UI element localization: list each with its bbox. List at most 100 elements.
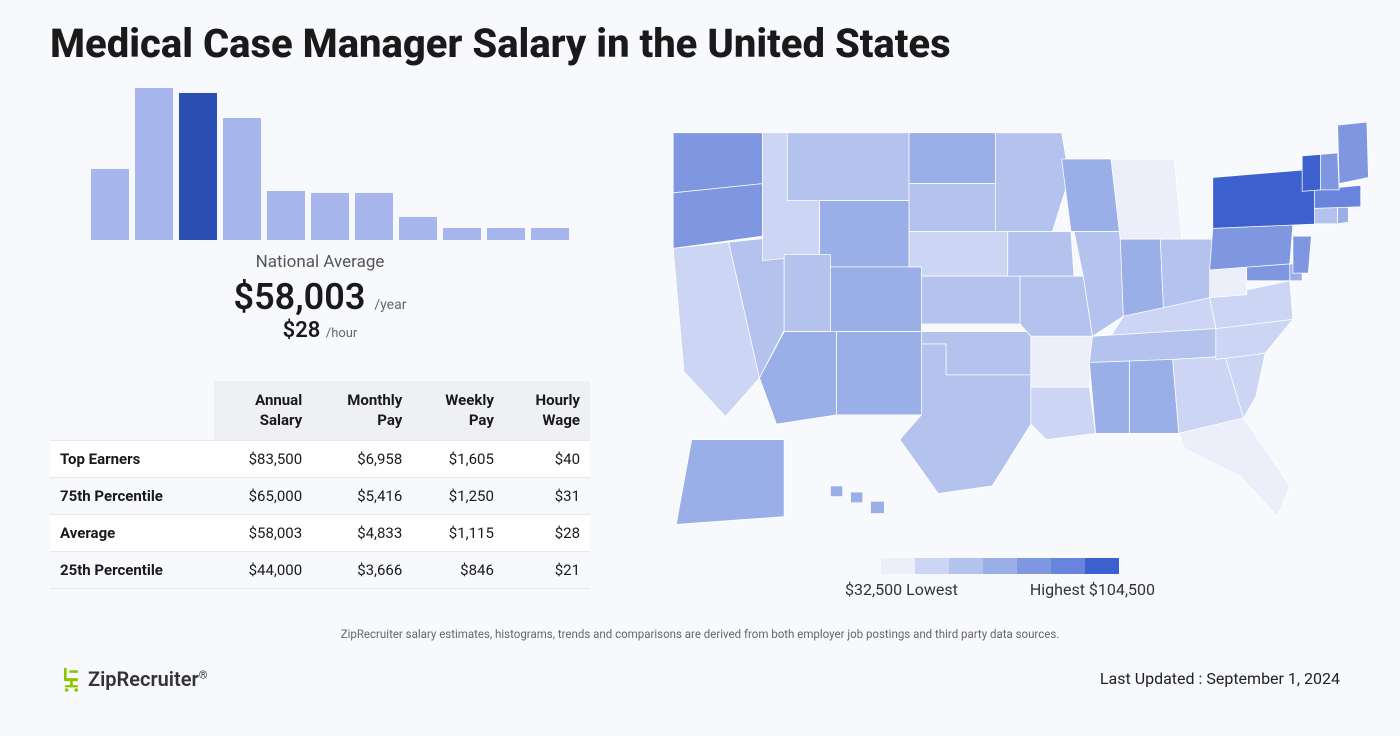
table-row: 25th Percentile$44,000$3,666$846$21 <box>50 551 590 588</box>
table-cell: $846 <box>412 551 504 588</box>
state-pa <box>1210 224 1293 270</box>
state-ms <box>1089 361 1129 433</box>
legend-swatch <box>1085 558 1119 574</box>
state-mt <box>787 133 909 201</box>
table-header <box>50 381 214 440</box>
legend-swatch <box>881 558 915 574</box>
disclaimer-text: ZipRecruiter salary estimates, histogram… <box>50 627 1350 641</box>
state-oh <box>1160 239 1212 308</box>
table-cell: $58,003 <box>214 514 312 551</box>
table-row: Average$58,003$4,833$1,115$28 <box>50 514 590 551</box>
table-cell: 25th Percentile <box>50 551 214 588</box>
state-nm <box>837 332 922 415</box>
state-mi <box>1111 159 1182 239</box>
state-ri <box>1338 207 1349 224</box>
state-me <box>1338 122 1369 184</box>
state-ks <box>921 276 1020 324</box>
last-updated: Last Updated : September 1, 2024 <box>1100 669 1340 688</box>
state-ar <box>1031 336 1093 387</box>
table-header: MonthlyPay <box>312 381 412 440</box>
footer: ZipRecruiter® Last Updated : September 1… <box>50 665 1350 693</box>
state-hi <box>830 486 884 514</box>
histogram-bar <box>135 88 173 240</box>
legend-swatch <box>1017 558 1051 574</box>
table-cell: Average <box>50 514 214 551</box>
table-cell: Top Earners <box>50 440 214 477</box>
table-cell: $1,605 <box>412 440 504 477</box>
salary-histogram <box>50 85 590 240</box>
table-cell: $3,666 <box>312 551 412 588</box>
brand-name: ZipRecruiter <box>88 667 199 691</box>
national-average-block: National Average $58,003 /year $28 /hour <box>50 252 590 343</box>
histogram-bar <box>179 93 217 240</box>
yearly-unit: /year <box>374 297 406 313</box>
table-cell: $4,833 <box>312 514 412 551</box>
main-content: National Average $58,003 /year $28 /hour… <box>50 85 1350 599</box>
state-nh <box>1321 153 1340 190</box>
table-cell: $5,416 <box>312 477 412 514</box>
brand-logo: ZipRecruiter® <box>60 665 207 693</box>
histogram-bar <box>355 193 393 240</box>
page-title: Medical Case Manager Salary in the Unite… <box>50 20 1350 67</box>
left-column: National Average $58,003 /year $28 /hour… <box>50 85 590 599</box>
table-cell: $1,115 <box>412 514 504 551</box>
state-nj <box>1293 236 1312 273</box>
table-cell: $6,958 <box>312 440 412 477</box>
state-ct <box>1315 207 1338 224</box>
table-cell: $1,250 <box>412 477 504 514</box>
legend-low: $32,500 Lowest <box>845 580 958 599</box>
map-legend: $32,500 Lowest Highest $104,500 <box>630 558 1370 599</box>
histogram-bar <box>487 228 525 240</box>
state-wy <box>820 201 909 267</box>
table-cell: $44,000 <box>214 551 312 588</box>
histogram-bar <box>399 217 437 240</box>
legend-swatch <box>983 558 1017 574</box>
legend-swatch <box>1051 558 1085 574</box>
table-cell: $31 <box>504 477 590 514</box>
legend-swatch <box>949 558 983 574</box>
us-map: $32,500 Lowest Highest $104,500 <box>630 85 1370 599</box>
histogram-bar <box>267 191 305 240</box>
table-cell: $21 <box>504 551 590 588</box>
table-row: Top Earners$83,500$6,958$1,605$40 <box>50 440 590 477</box>
table-header: AnnualSalary <box>214 381 312 440</box>
state-ak <box>676 440 784 525</box>
state-wv <box>1210 267 1247 298</box>
yearly-value: $58,003 <box>234 276 366 318</box>
table-cell: $40 <box>504 440 590 477</box>
state-ne <box>909 231 1008 276</box>
right-column: $32,500 Lowest Highest $104,500 <box>630 85 1370 599</box>
state-wi <box>1062 159 1121 231</box>
state-al <box>1130 359 1179 433</box>
national-average-hourly: $28 /hour <box>50 318 590 343</box>
state-ut <box>784 255 830 332</box>
legend-high: Highest $104,500 <box>1030 580 1155 599</box>
state-fl <box>1179 418 1290 517</box>
histogram-bar <box>223 118 261 240</box>
state-mo <box>1020 276 1092 336</box>
histogram-bar <box>531 228 569 240</box>
histogram-bar <box>91 169 129 240</box>
state-ia <box>1008 231 1074 276</box>
state-nd <box>909 133 995 184</box>
chair-icon <box>60 665 82 693</box>
table-cell: $28 <box>504 514 590 551</box>
state-in <box>1120 239 1163 316</box>
state-la <box>1031 387 1096 439</box>
state-or <box>673 184 762 249</box>
state-co <box>830 267 921 332</box>
legend-swatch <box>915 558 949 574</box>
histogram-bar <box>443 228 481 240</box>
salary-table: AnnualSalaryMonthlyPayWeeklyPayHourlyWag… <box>50 381 590 589</box>
table-cell: $83,500 <box>214 440 312 477</box>
histogram-bar <box>311 193 349 240</box>
table-cell: $65,000 <box>214 477 312 514</box>
table-row: 75th Percentile$65,000$5,416$1,250$31 <box>50 477 590 514</box>
hourly-unit: /hour <box>326 326 358 341</box>
state-sd <box>909 184 995 232</box>
state-vt <box>1302 154 1321 191</box>
table-cell: 75th Percentile <box>50 477 214 514</box>
table-header: WeeklyPay <box>412 381 504 440</box>
state-tn <box>1089 329 1215 363</box>
national-average-yearly: $58,003 /year <box>50 276 590 318</box>
